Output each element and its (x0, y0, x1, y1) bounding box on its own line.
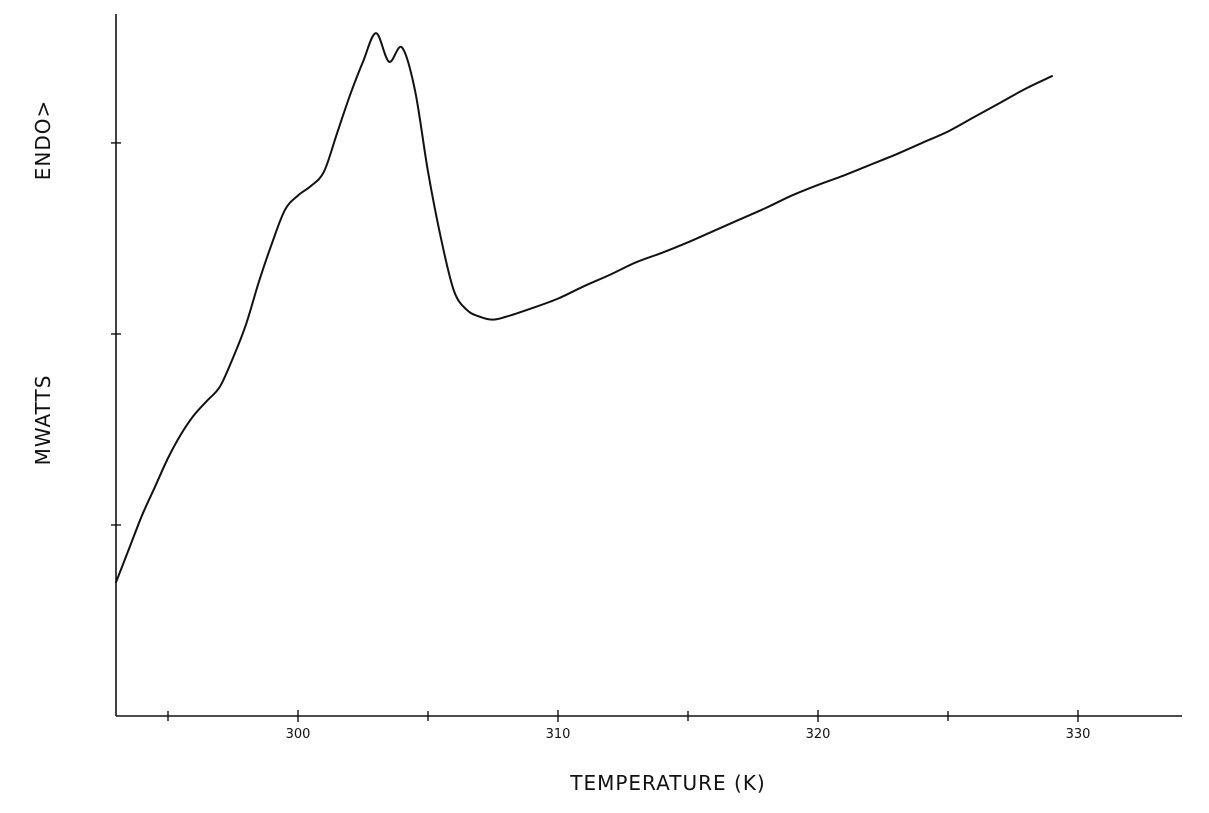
y-axis-title: MWATTS (31, 375, 55, 466)
x-tick-label: 310 (546, 727, 571, 742)
x-ticks: 300 310 320 330 (167, 710, 1091, 742)
y-axis (111, 14, 121, 716)
x-tick-label: 300 (286, 727, 311, 742)
y-ticks (111, 142, 121, 526)
x-tick-label: 320 (806, 727, 831, 742)
x-axis: 300 310 320 330 (116, 710, 1182, 742)
x-axis-title: TEMPERATURE (K) (569, 771, 766, 795)
series-line (115, 32, 1053, 584)
y-axis-annotation: ENDO> (31, 100, 55, 181)
x-tick-label: 330 (1066, 727, 1091, 742)
